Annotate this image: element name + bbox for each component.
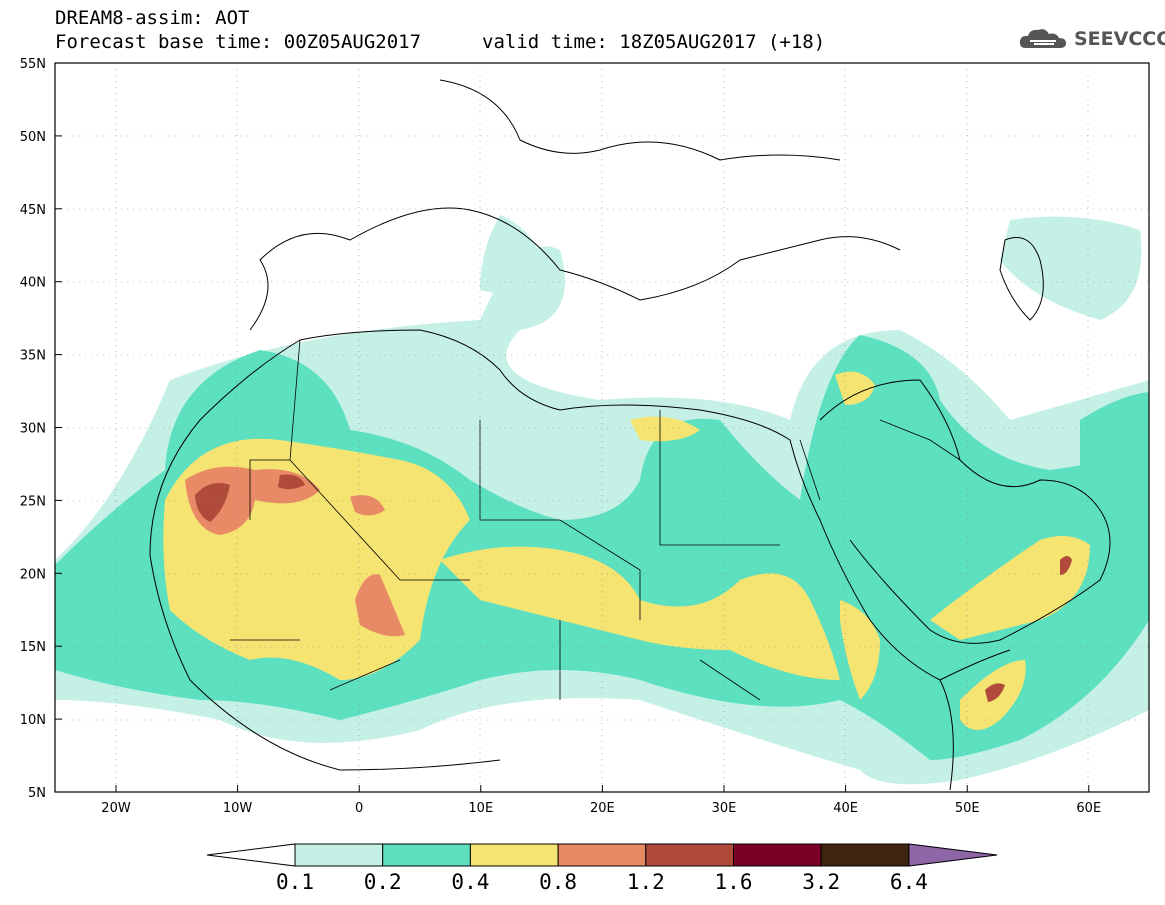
colorbar-swatch — [645, 843, 734, 867]
aot-band-0.4-libya — [630, 416, 700, 442]
aot-band-0.8-mali — [355, 574, 405, 637]
valid-time: valid time: 18Z05AUG2017 (+18) — [482, 31, 826, 53]
coastline-arabia — [819, 379, 1111, 644]
lon-label: 10E — [468, 801, 493, 816]
seevccc-logo: SEEVCCC — [1018, 26, 1165, 52]
lon-label: 20E — [590, 801, 615, 816]
lat-label: 45N — [20, 203, 46, 218]
colorbar-label: 6.4 — [889, 870, 928, 894]
colorbar-low-arrow — [206, 843, 296, 867]
coastline-europe — [249, 79, 901, 331]
colorbar — [206, 843, 998, 867]
colorbar-swatch — [820, 843, 910, 867]
colorbar-high-arrow — [908, 843, 998, 867]
lon-label: 30E — [712, 801, 737, 816]
aot-band-1.2-oman — [1060, 556, 1072, 575]
aot-field — [55, 63, 1149, 792]
colorbar-label: 0.8 — [539, 870, 578, 894]
colorbar-swatch — [382, 843, 471, 867]
lon-label: 0 — [355, 801, 363, 816]
lat-label: 10N — [20, 713, 46, 728]
aot-band-0.4-arabia — [930, 536, 1090, 640]
lat-label: 20N — [20, 567, 46, 582]
aot-band-0.1-north — [480, 215, 560, 300]
latitude-labels: 55N 50N 45N 40N 35N 30N 25N 20N 15N 10N 5N — [20, 57, 62, 801]
lat-label: 55N — [20, 57, 46, 72]
aot-band-0.4-iraq — [835, 371, 875, 405]
aot-band-1.2-somalia — [985, 683, 1005, 702]
caspian-outline — [999, 237, 1044, 321]
lat-label: 35N — [20, 349, 46, 364]
map-title: DREAM8-assim: AOT — [55, 7, 250, 29]
cloud-icon — [1019, 29, 1066, 48]
aot-band-1.2-algeria — [278, 474, 305, 490]
lon-label: 20W — [101, 801, 131, 816]
lat-label: 5N — [28, 786, 46, 801]
colorbar-label: 0.2 — [363, 870, 402, 894]
aot-band-0.4-redsea — [840, 600, 880, 700]
lon-label: 50E — [955, 801, 980, 816]
colorbar-label: 1.6 — [714, 870, 753, 894]
aot-band-1.2-west — [195, 482, 230, 522]
logo-text: SEEVCCC — [1074, 28, 1165, 50]
aot-band-0.8-niger — [350, 495, 385, 516]
lat-label: 50N — [20, 130, 46, 145]
forecast-base-time: Forecast base time: 00Z05AUG2017 — [55, 31, 422, 53]
colorbar-swatch — [557, 843, 647, 867]
colorbar-swatch — [733, 843, 822, 867]
lat-label: 15N — [20, 640, 46, 655]
graticule — [55, 63, 1149, 792]
aot-band-0.1-caspian — [1000, 216, 1142, 320]
aot-band-0.2-gulf — [1080, 392, 1149, 475]
colorbar-label: 1.2 — [626, 870, 665, 894]
lon-label: 60E — [1076, 801, 1101, 816]
colorbar-label: 0.1 — [276, 870, 314, 894]
colorbar-swatch — [294, 843, 384, 867]
lon-label: 10W — [223, 801, 253, 816]
borders — [230, 339, 961, 701]
lon-label: 40E — [833, 801, 858, 816]
colorbar-swatch — [469, 843, 559, 867]
colorbar-label: 3.2 — [802, 870, 841, 894]
coastline-africa — [149, 329, 1011, 791]
lat-label: 30N — [20, 422, 46, 437]
colorbar-label: 0.4 — [451, 870, 490, 894]
lat-label: 40N — [20, 276, 46, 291]
longitude-labels: 20W 10W 0 10E 20E 30E 40E 50E 60E — [101, 785, 1101, 816]
lat-label: 25N — [20, 494, 46, 509]
